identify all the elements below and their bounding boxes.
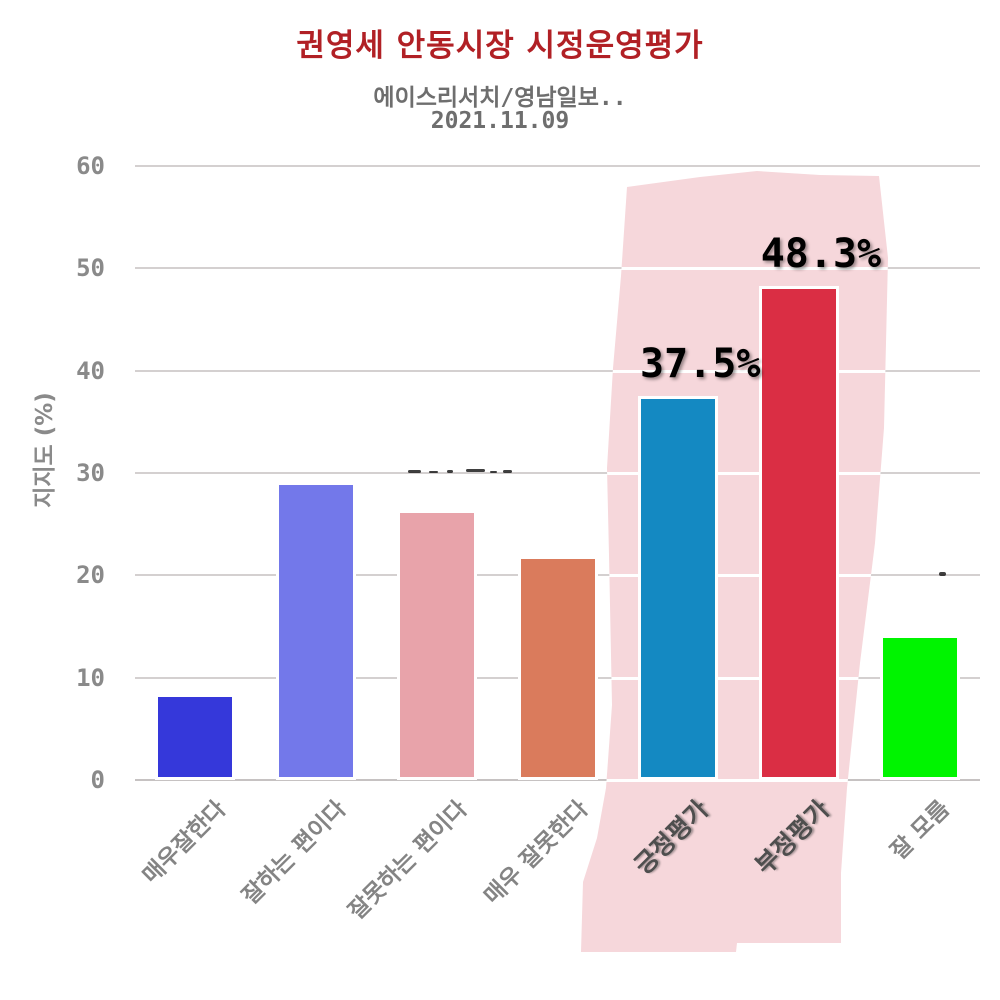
bar-1 [155, 694, 236, 780]
band-gridline-10 [581, 676, 888, 680]
erased-label-remnant [503, 470, 512, 473]
bar-2 [276, 482, 357, 780]
band-gridline-20 [581, 574, 888, 578]
erased-label-remnant [490, 471, 497, 473]
bar-4 [517, 555, 598, 780]
chart-subtitle-source: 에이스리서치/영남일보.. [373, 85, 627, 111]
bar-7 [879, 634, 960, 780]
data-label-5: 37.5% [639, 341, 761, 388]
erased-label-remnant [429, 471, 438, 473]
x-tick-label-4: 매우 잘못한다 [479, 795, 593, 910]
band-gridline-50 [581, 267, 888, 271]
bar-6 [758, 285, 839, 780]
x-tick-label-3: 잘못하는 편이다 [343, 795, 473, 925]
gridline-50 [135, 267, 980, 270]
gridline-60 [135, 165, 980, 167]
bar-5 [638, 396, 719, 780]
erased-label-remnant [939, 572, 946, 576]
y-tick-label-50: 50 [76, 254, 105, 283]
y-tick-label-60: 60 [76, 152, 105, 180]
y-tick-label-20: 20 [76, 561, 105, 590]
y-tick-label-40: 40 [76, 356, 105, 385]
x-tick-label-1: 매우잘한다 [137, 795, 231, 890]
gridline-0 [135, 779, 980, 781]
gridline-30 [135, 472, 980, 474]
erased-label-remnant [466, 469, 485, 472]
x-tick-label-2: 잘하는 편이다 [237, 795, 352, 910]
x-tick-label-7: 잘 모름 [886, 795, 955, 865]
erased-label-remnant [447, 470, 453, 473]
erased-label-remnant [408, 470, 421, 473]
bar-3 [396, 509, 477, 780]
data-label-6: 48.3% [760, 230, 882, 277]
chart-title: 권영세 안동시장 시정운영평가 [296, 28, 704, 64]
y-tick-label-30: 30 [76, 459, 105, 487]
chart-subtitle-date: 2021.11.09 [430, 108, 570, 134]
y-tick-label-0: 0 [90, 766, 105, 794]
band-gridline-0 [581, 779, 888, 782]
band-gridline-40 [581, 369, 888, 373]
gridline-40 [135, 369, 980, 372]
band-gridline-30 [581, 472, 888, 475]
y-tick-label-10: 10 [76, 663, 105, 692]
